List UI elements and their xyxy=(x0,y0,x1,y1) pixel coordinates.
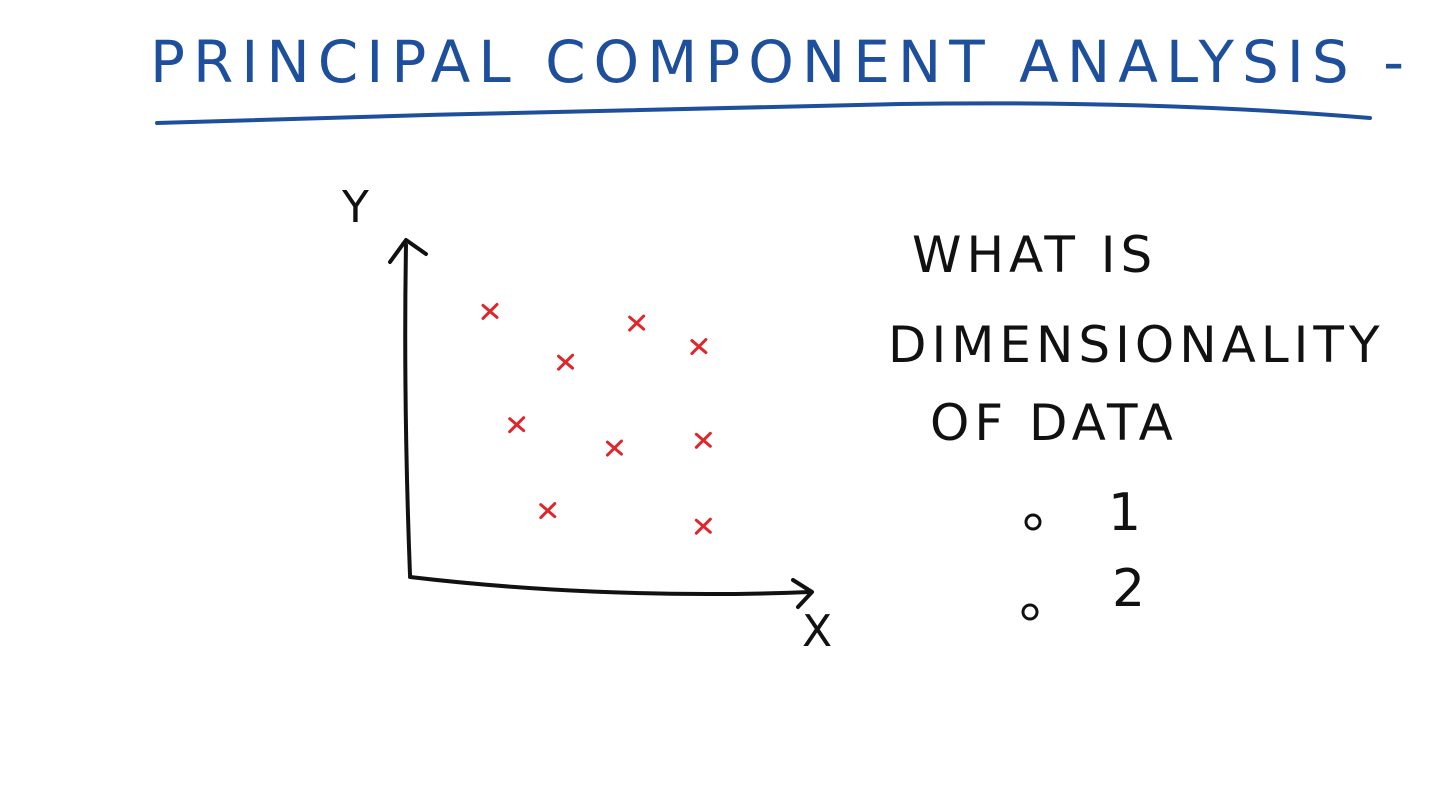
answer-options: 1 2 xyxy=(1021,483,1145,621)
data-point-9 xyxy=(694,517,712,535)
option-1[interactable]: 1 xyxy=(1024,483,1141,543)
data-point-6 xyxy=(694,431,712,449)
option-1-radio[interactable] xyxy=(1024,513,1042,531)
y-axis-line xyxy=(403,243,412,577)
question-line-1: WHAT IS xyxy=(912,226,1157,284)
title-underline xyxy=(155,101,1372,125)
scatter-points xyxy=(481,302,712,535)
data-point-8 xyxy=(539,502,557,520)
question-line-2: DIMENSIONALITY xyxy=(888,316,1385,374)
data-point-2 xyxy=(628,314,646,332)
x-axis-line xyxy=(408,575,812,597)
data-point-4 xyxy=(557,353,575,371)
data-point-3 xyxy=(690,338,708,356)
data-point-5 xyxy=(508,416,526,434)
question-line-3: OF DATA xyxy=(930,394,1178,452)
plot-axes: Y X xyxy=(341,182,832,657)
option-2[interactable]: 2 xyxy=(1021,559,1145,621)
x-axis-arrowhead xyxy=(791,578,814,609)
y-axis-arrowhead xyxy=(388,238,428,264)
y-axis-label: Y xyxy=(341,182,369,233)
x-axis-label: X xyxy=(802,606,832,657)
option-1-label: 1 xyxy=(1108,483,1141,543)
option-2-label: 2 xyxy=(1112,559,1145,619)
question-block: WHAT IS DIMENSIONALITY OF DATA xyxy=(888,226,1385,452)
data-point-1 xyxy=(481,302,499,320)
page-title: PRINCIPAL COMPONENT ANALYSIS - PCA xyxy=(150,28,1434,96)
option-2-radio[interactable] xyxy=(1021,603,1039,621)
data-point-7 xyxy=(605,439,623,457)
